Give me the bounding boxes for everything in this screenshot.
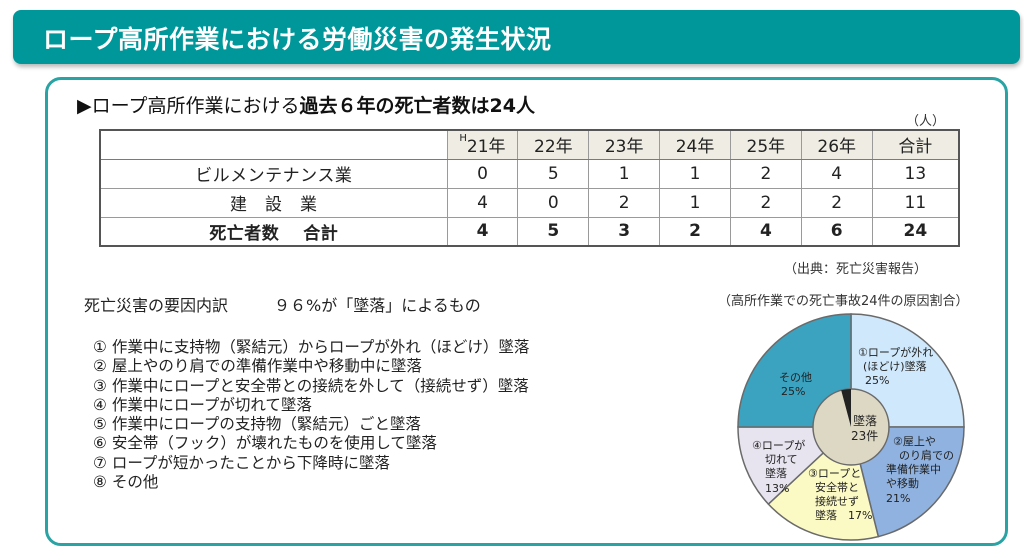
cause-pie-chart: ①ロープが外れ (ほどけ)墜落 25% ②屋上や のり肩での 準備作業中 や移動… [737,313,965,541]
table-header-row: H21年 22年 23年 24年 25年 26年 合計 [99,129,960,160]
slice-label-2: ②屋上や のり肩での 準備作業中 や移動 21% [886,435,958,505]
triangle-bullet-icon: ▶ [77,95,92,117]
table-cell: 0 [446,158,519,189]
table-cell: 6 [800,216,873,247]
table-cell: 0 [517,187,590,218]
cause-summary: ９６%が「墜落」によるもの [274,296,481,315]
pie-slice-other [737,313,852,428]
header-cell: 合計 [871,129,960,160]
source-note: （出典：死亡災害報告） [784,262,928,277]
inner-label: 墜落 23件 [851,413,881,443]
table-cell: 3 [588,216,661,247]
table-cell: 1 [659,187,731,218]
header-cell: 24年 [659,129,731,160]
list-item: ⑥ 安全帯（フック）が壊れたものを使用して墜落 [93,434,437,453]
slice-label-1: ①ロープが外れ (ほどけ)墜落 25% [858,345,937,387]
header-cell: 23年 [588,129,661,160]
pie-inner-wedge [841,389,851,427]
slice-label-3: ③ロープと 安全帯と 接続せず 墜落 17% [808,467,872,522]
row-label: ビルメンテナンス業 [99,158,448,189]
table-cell: 13 [871,158,960,189]
table-row: ビルメンテナンス業 0 5 1 1 2 4 13 [99,158,960,189]
table-cell: 24 [871,216,960,247]
headline-normal: ロープ高所作業における [91,95,300,117]
table-cell: 1 [659,158,731,189]
fatality-table: H21年 22年 23年 24年 25年 26年 合計 ビルメンテナンス業 0 … [99,129,960,247]
header-blank-cell [99,129,448,160]
list-item: ② 屋上やのり肩での準備作業中や移動中に墜落 [93,357,422,376]
header-bar: ロープ高所作業における労働災害の発生状況 [13,10,1020,64]
list-item: ① 作業中に支持物（緊結元）からロープが外れ（ほどけ）墜落 [93,338,530,356]
table-cell: 2 [800,187,873,218]
table-cell: 1 [588,158,661,189]
cause-heading-label: 死亡災害の要因内訳 [84,296,229,315]
table-cell: 2 [729,158,802,189]
slice-label-4: ④ロープが 切れて 墜落 13% [752,438,809,495]
list-item: ④ 作業中にロープが切れて墜落 [93,395,312,414]
list-item: ⑦ ロープが短かったことから下降時に墜落 [93,453,390,472]
table-cell: 5 [517,216,590,247]
cause-list: ① 作業中に支持物（緊結元）からロープが外れ（ほどけ）墜落 ② 屋上やのり肩での… [93,338,529,492]
headline-bold: 過去６年の死亡者数は24人 [299,95,535,117]
table-cell: 5 [517,158,590,189]
row-label: 建 設 業 [99,187,448,218]
table-total-row: 死亡者数 合計 4 5 3 2 4 6 24 [99,216,960,247]
table-cell: 11 [871,187,960,218]
pie-slice-1 [850,313,965,428]
unit-label: （人） [906,114,946,129]
list-item: ③ 作業中にロープと安全帯との接続を外して（接続せず）墜落 [93,376,529,395]
table-cell: 4 [446,187,519,218]
table-cell: 4 [800,158,873,189]
table-cell: 4 [446,216,519,247]
list-item: ⑧ その他 [93,473,159,492]
slice-label-other: その他 25% [779,371,816,398]
pie-slice-2 [850,426,965,538]
table-row: 建 設 業 4 0 2 1 2 2 11 [99,187,960,218]
headline: ▶ロープ高所作業における過去６年の死亡者数は24人 [77,91,535,118]
table-cell: 2 [659,216,731,247]
page-title: ロープ高所作業における労働災害の発生状況 [43,25,552,54]
table-cell: 2 [588,187,661,218]
list-item: ⑤ 作業中にロープの支持物（緊結元）ごと墜落 [93,415,421,434]
pie-caption: （高所作業での死亡事故24件の原因割合） [718,294,969,309]
header-cell: 22年 [517,129,590,160]
header-cell: 25年 [729,129,802,160]
table-cell: 4 [729,216,802,247]
header-cell: H21年 [446,129,519,160]
table-cell: 2 [729,187,802,218]
row-label: 死亡者数 合計 [99,216,448,247]
cause-heading: 死亡災害の要因内訳 ９６%が「墜落」によるもの [84,292,481,316]
header-cell: 26年 [800,129,873,160]
